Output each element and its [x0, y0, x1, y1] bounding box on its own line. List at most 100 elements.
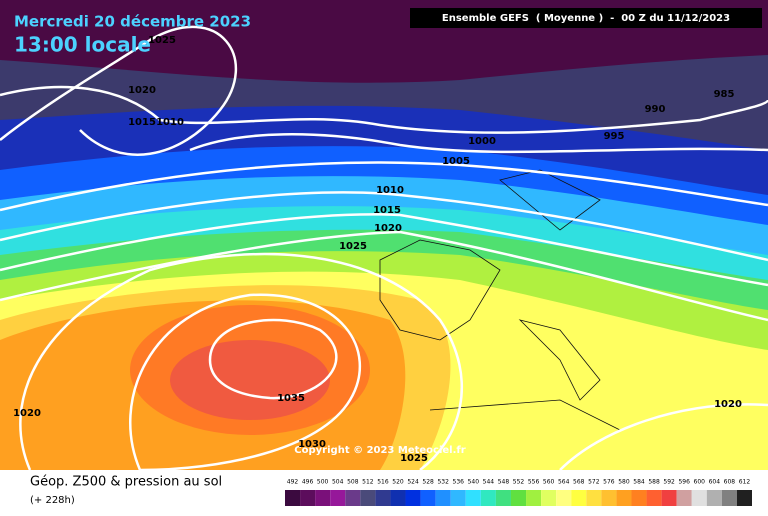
scale-swatch: [556, 490, 572, 506]
scale-swatch: [526, 490, 542, 506]
scale-swatch: [450, 490, 466, 506]
scale-swatch: [631, 490, 647, 506]
isobar-label: 1020: [128, 85, 156, 96]
scale-swatch: [375, 490, 391, 506]
copyright: Copyright © 2023 Meteociel.fr: [294, 445, 465, 456]
scale-label: 508: [347, 479, 359, 486]
lead-time: (+ 228h): [30, 495, 75, 506]
scale-swatch: [646, 490, 662, 506]
scale-label: 516: [377, 479, 389, 486]
scale-swatch: [495, 490, 511, 506]
isobar-label: 1025: [339, 241, 367, 252]
scale-swatch: [510, 490, 527, 506]
scale-label: 588: [648, 479, 660, 486]
scale-label: 496: [302, 479, 314, 486]
time: 13:00 locale: [14, 33, 151, 57]
scale-label: 568: [573, 479, 585, 486]
isobar-label: 1005: [442, 156, 470, 167]
scale-label: 540: [468, 479, 480, 486]
scale-swatch: [330, 490, 346, 506]
scale-label: 524: [407, 479, 419, 486]
scale-label: 504: [332, 479, 344, 486]
scale-label: 576: [603, 479, 615, 486]
isobar: [559, 403, 768, 471]
scale-swatch: [405, 490, 421, 506]
scale-swatch: [315, 490, 331, 506]
isobar-label: 1010: [156, 117, 184, 128]
scale-label: 512: [362, 479, 374, 486]
scale-swatch: [691, 490, 707, 506]
scale-swatch: [676, 490, 692, 506]
isobar: [0, 191, 768, 262]
scale-swatch: [480, 490, 496, 506]
scale-swatch: [345, 490, 361, 506]
scale-swatch: [721, 490, 737, 506]
scale-swatch: [465, 490, 481, 506]
isobar-label: 1025: [148, 35, 176, 46]
scale-label: 536: [453, 479, 465, 486]
isobar-label: 1020: [374, 223, 402, 234]
isobar-label: 1035: [277, 393, 305, 404]
scale-swatch: [616, 490, 632, 506]
scale-label: 612: [739, 479, 751, 486]
scale-label: 492: [287, 479, 299, 486]
date: Mercredi 20 décembre 2023: [14, 13, 251, 31]
isobar-label: 990: [645, 104, 666, 115]
scale-swatch: [285, 490, 301, 506]
scale-label: 584: [633, 479, 645, 486]
band: [170, 340, 330, 420]
isobar: [189, 133, 768, 154]
model-box: [410, 8, 762, 28]
scale-swatch: [661, 490, 677, 506]
isobar-label: 1020: [13, 408, 41, 419]
scale-label: 500: [317, 479, 329, 486]
isobar-label: 985: [714, 89, 735, 100]
isobar-label: 1000: [468, 136, 496, 147]
isobar: [208, 318, 338, 400]
scale-swatch: [300, 490, 316, 506]
scale-swatch: [571, 490, 587, 506]
scale-swatch: [706, 490, 722, 506]
scale-label: 528: [422, 479, 434, 486]
scale-label: 544: [483, 479, 495, 486]
scale-label: 556: [528, 479, 540, 486]
footer-title: Géop. Z500 & pression au sol: [30, 475, 222, 490]
scale-label: 608: [724, 479, 736, 486]
isobar-label: 1015: [373, 205, 401, 216]
scale-label: 580: [618, 479, 630, 486]
scale-label: 520: [392, 479, 404, 486]
scale-label: 604: [709, 479, 721, 486]
scale-swatch: [541, 490, 557, 506]
scale-swatch: [435, 490, 451, 506]
scale-label: 548: [498, 479, 510, 486]
scale-label: 572: [588, 479, 600, 486]
scale-swatch: [420, 490, 436, 506]
isobar-label: 1015: [128, 117, 156, 128]
isobar-label: 995: [604, 131, 625, 142]
scale-swatch: [601, 490, 617, 506]
scale-label: 532: [437, 479, 449, 486]
scale-label: 600: [694, 479, 706, 486]
isobar-label: 1010: [376, 185, 404, 196]
isobar-label: 1030: [298, 439, 326, 450]
coastline: [379, 169, 621, 431]
isobar: [0, 213, 768, 287]
isobar: [0, 25, 238, 156]
isobar-label: 1025: [400, 453, 428, 464]
isobar-label: 1020: [714, 399, 742, 410]
isobar: [0, 230, 768, 322]
scale-swatch: [736, 490, 752, 506]
isobar: [0, 85, 768, 134]
isobar: [19, 252, 463, 471]
scale-label: 552: [513, 479, 525, 486]
isobar: [0, 161, 768, 212]
scale-label: 560: [543, 479, 555, 486]
scale-swatch: [586, 490, 602, 506]
scale-swatch: [390, 490, 406, 506]
isobar: [129, 293, 362, 472]
model: Ensemble GEFS ( Moyenne ) - 00 Z du 11/1…: [442, 13, 730, 24]
scale-swatch: [360, 490, 376, 506]
scale-label: 564: [558, 479, 570, 486]
